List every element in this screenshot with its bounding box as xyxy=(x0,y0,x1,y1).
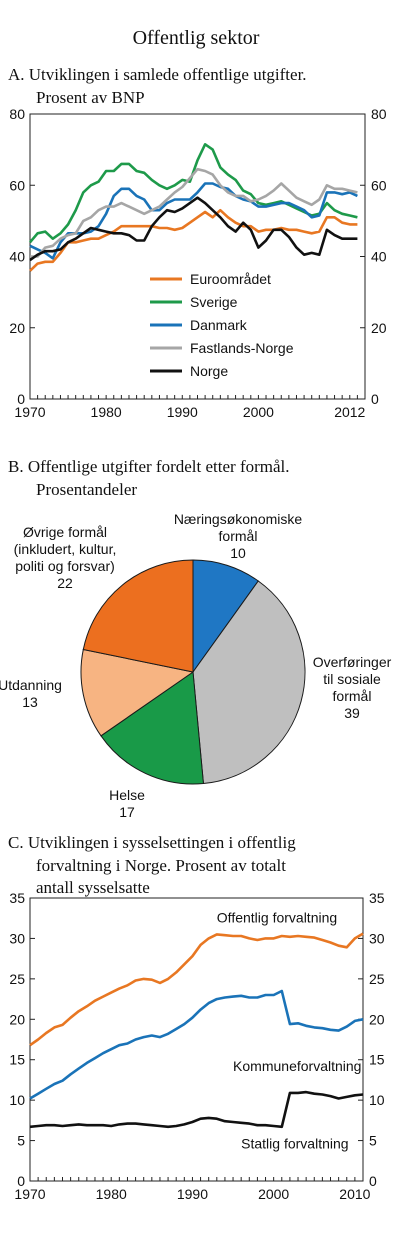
x-tick-label: 2000 xyxy=(258,1186,289,1202)
y-tick-label-left: 0 xyxy=(17,391,25,407)
y-tick-label-right: 15 xyxy=(369,1052,385,1068)
figure-title: Offentlig sektor xyxy=(133,27,260,49)
x-tick-label: 1990 xyxy=(167,404,198,420)
series-line-1 xyxy=(29,143,358,244)
series-label-1: Kommuneforvaltning xyxy=(233,1058,361,1074)
pie-label-4-line-0: Øvrige formål xyxy=(23,524,107,540)
legend-label-1: Sverige xyxy=(190,294,238,310)
y-tick-label-right: 10 xyxy=(369,1092,385,1108)
plot-frame xyxy=(29,113,366,400)
y-tick-label-right: 5 xyxy=(369,1133,377,1149)
panel-a: A. Utviklingen i samlede offentlige utgi… xyxy=(8,65,387,420)
pie-label-0-line-0: Næringsøkonomiske xyxy=(174,511,303,527)
pie-slice-4 xyxy=(82,559,194,673)
x-tick-label: 1980 xyxy=(91,404,122,420)
series-line-0 xyxy=(29,208,358,272)
panel-b-title: B. Offentlige utgifter fordelt etter for… xyxy=(8,457,290,476)
x-tick-label: 2010 xyxy=(339,1186,370,1202)
pie-label-1-line-1: til sosiale xyxy=(323,671,381,687)
legend-label-3: Fastlands-Norge xyxy=(190,340,294,356)
y-tick-label-right: 35 xyxy=(369,890,385,906)
pie-label-2-line-0: Helse xyxy=(109,787,145,803)
y-tick-label-left: 20 xyxy=(9,320,25,336)
y-tick-label-right: 0 xyxy=(369,1173,377,1189)
pie-value-1: 39 xyxy=(344,705,360,721)
pie-label-0-line-1: formål xyxy=(219,528,258,544)
y-tick-label-left: 10 xyxy=(9,1092,25,1108)
series-label-0: Offentlig forvaltning xyxy=(217,909,337,925)
x-tick-label: 1970 xyxy=(14,1186,45,1202)
panel-a-subtitle: Prosent av BNP xyxy=(36,88,145,107)
pie-label-4-line-1: (inkludert, kultur, xyxy=(14,541,117,557)
series-line-0 xyxy=(29,932,364,1047)
panel-a-plot: 0 0 20 20 40 40 60 60 80 80 1970 1980 1990 2000 2012 Eu… xyxy=(9,106,386,420)
y-tick-label-left: 80 xyxy=(9,106,25,122)
pie-label-1-line-2: formål xyxy=(333,688,372,704)
y-tick-label-left: 60 xyxy=(9,177,25,193)
x-tick-label: 1980 xyxy=(96,1186,127,1202)
pie-slice-2 xyxy=(100,671,204,785)
x-tick-label: 1970 xyxy=(14,404,45,420)
panel-c-plot: 0 0 5 5 10 10 15 15 20 20 25 25 30 30 35 35 1970 1980 1990… xyxy=(9,890,384,1202)
pie-value-0: 10 xyxy=(230,545,246,561)
pie-slice-1 xyxy=(192,580,306,785)
y-tick-label-left: 20 xyxy=(9,1011,25,1027)
panel-c-title: C. Utviklingen i sysselsettingen i offen… xyxy=(8,833,296,852)
series-line-1 xyxy=(29,989,364,1100)
y-tick-label-right: 20 xyxy=(371,320,387,336)
y-tick-label-right: 25 xyxy=(369,971,385,987)
panel-b-plot: Næringsøkonomiskeformål10Overføringertil… xyxy=(0,511,392,820)
panel-c: C. Utviklingen i sysselsettingen i offen… xyxy=(8,833,385,1202)
panel-c-subtitle-line-1: forvaltning i Norge. Prosent av totalt xyxy=(36,856,286,875)
y-tick-label-left: 40 xyxy=(9,249,25,265)
series-line-4 xyxy=(29,196,358,262)
y-tick-label-left: 30 xyxy=(9,930,25,946)
y-tick-label-right: 0 xyxy=(371,391,379,407)
panel-c-subtitle-line-2: antall sysselsatte xyxy=(36,878,150,897)
pie-value-2: 17 xyxy=(119,804,135,820)
legend-label-0: Euroområdet xyxy=(190,271,271,287)
panel-b: B. Offentlige utgifter fordelt etter for… xyxy=(0,457,392,820)
pie-label-4-line-2: politi og forsvar) xyxy=(15,558,115,574)
y-tick-label-left: 35 xyxy=(9,890,25,906)
pie-label-1-line-0: Overføringer xyxy=(313,654,392,670)
y-tick-label-left: 15 xyxy=(9,1052,25,1068)
x-tick-label: 1990 xyxy=(177,1186,208,1202)
pie-label-3-line-0: Utdanning xyxy=(0,677,62,693)
y-tick-label-left: 0 xyxy=(17,1173,25,1189)
series-label-2: Statlig forvaltning xyxy=(241,1136,348,1152)
legend-label-4: Norge xyxy=(190,363,228,379)
y-tick-label-right: 80 xyxy=(371,106,387,122)
y-tick-label-right: 40 xyxy=(371,249,387,265)
y-tick-label-left: 5 xyxy=(17,1133,25,1149)
y-tick-label-right: 20 xyxy=(369,1011,385,1027)
pie-slice-3 xyxy=(80,648,195,737)
y-tick-label-right: 30 xyxy=(369,930,385,946)
panel-a-title: A. Utviklingen i samlede offentlige utgi… xyxy=(8,65,307,84)
series-line-3 xyxy=(30,167,358,258)
x-tick-label: 2012 xyxy=(334,404,365,420)
y-tick-label-left: 25 xyxy=(9,971,25,987)
legend-label-2: Danmark xyxy=(190,317,248,333)
series-line-2 xyxy=(29,1090,364,1129)
y-tick-label-right: 60 xyxy=(371,177,387,193)
pie-value-3: 13 xyxy=(22,694,38,710)
pie-value-4: 22 xyxy=(57,575,73,591)
plot-frame xyxy=(29,897,364,1182)
panel-b-subtitle: Prosentandeler xyxy=(36,480,137,499)
x-tick-label: 2000 xyxy=(243,404,274,420)
